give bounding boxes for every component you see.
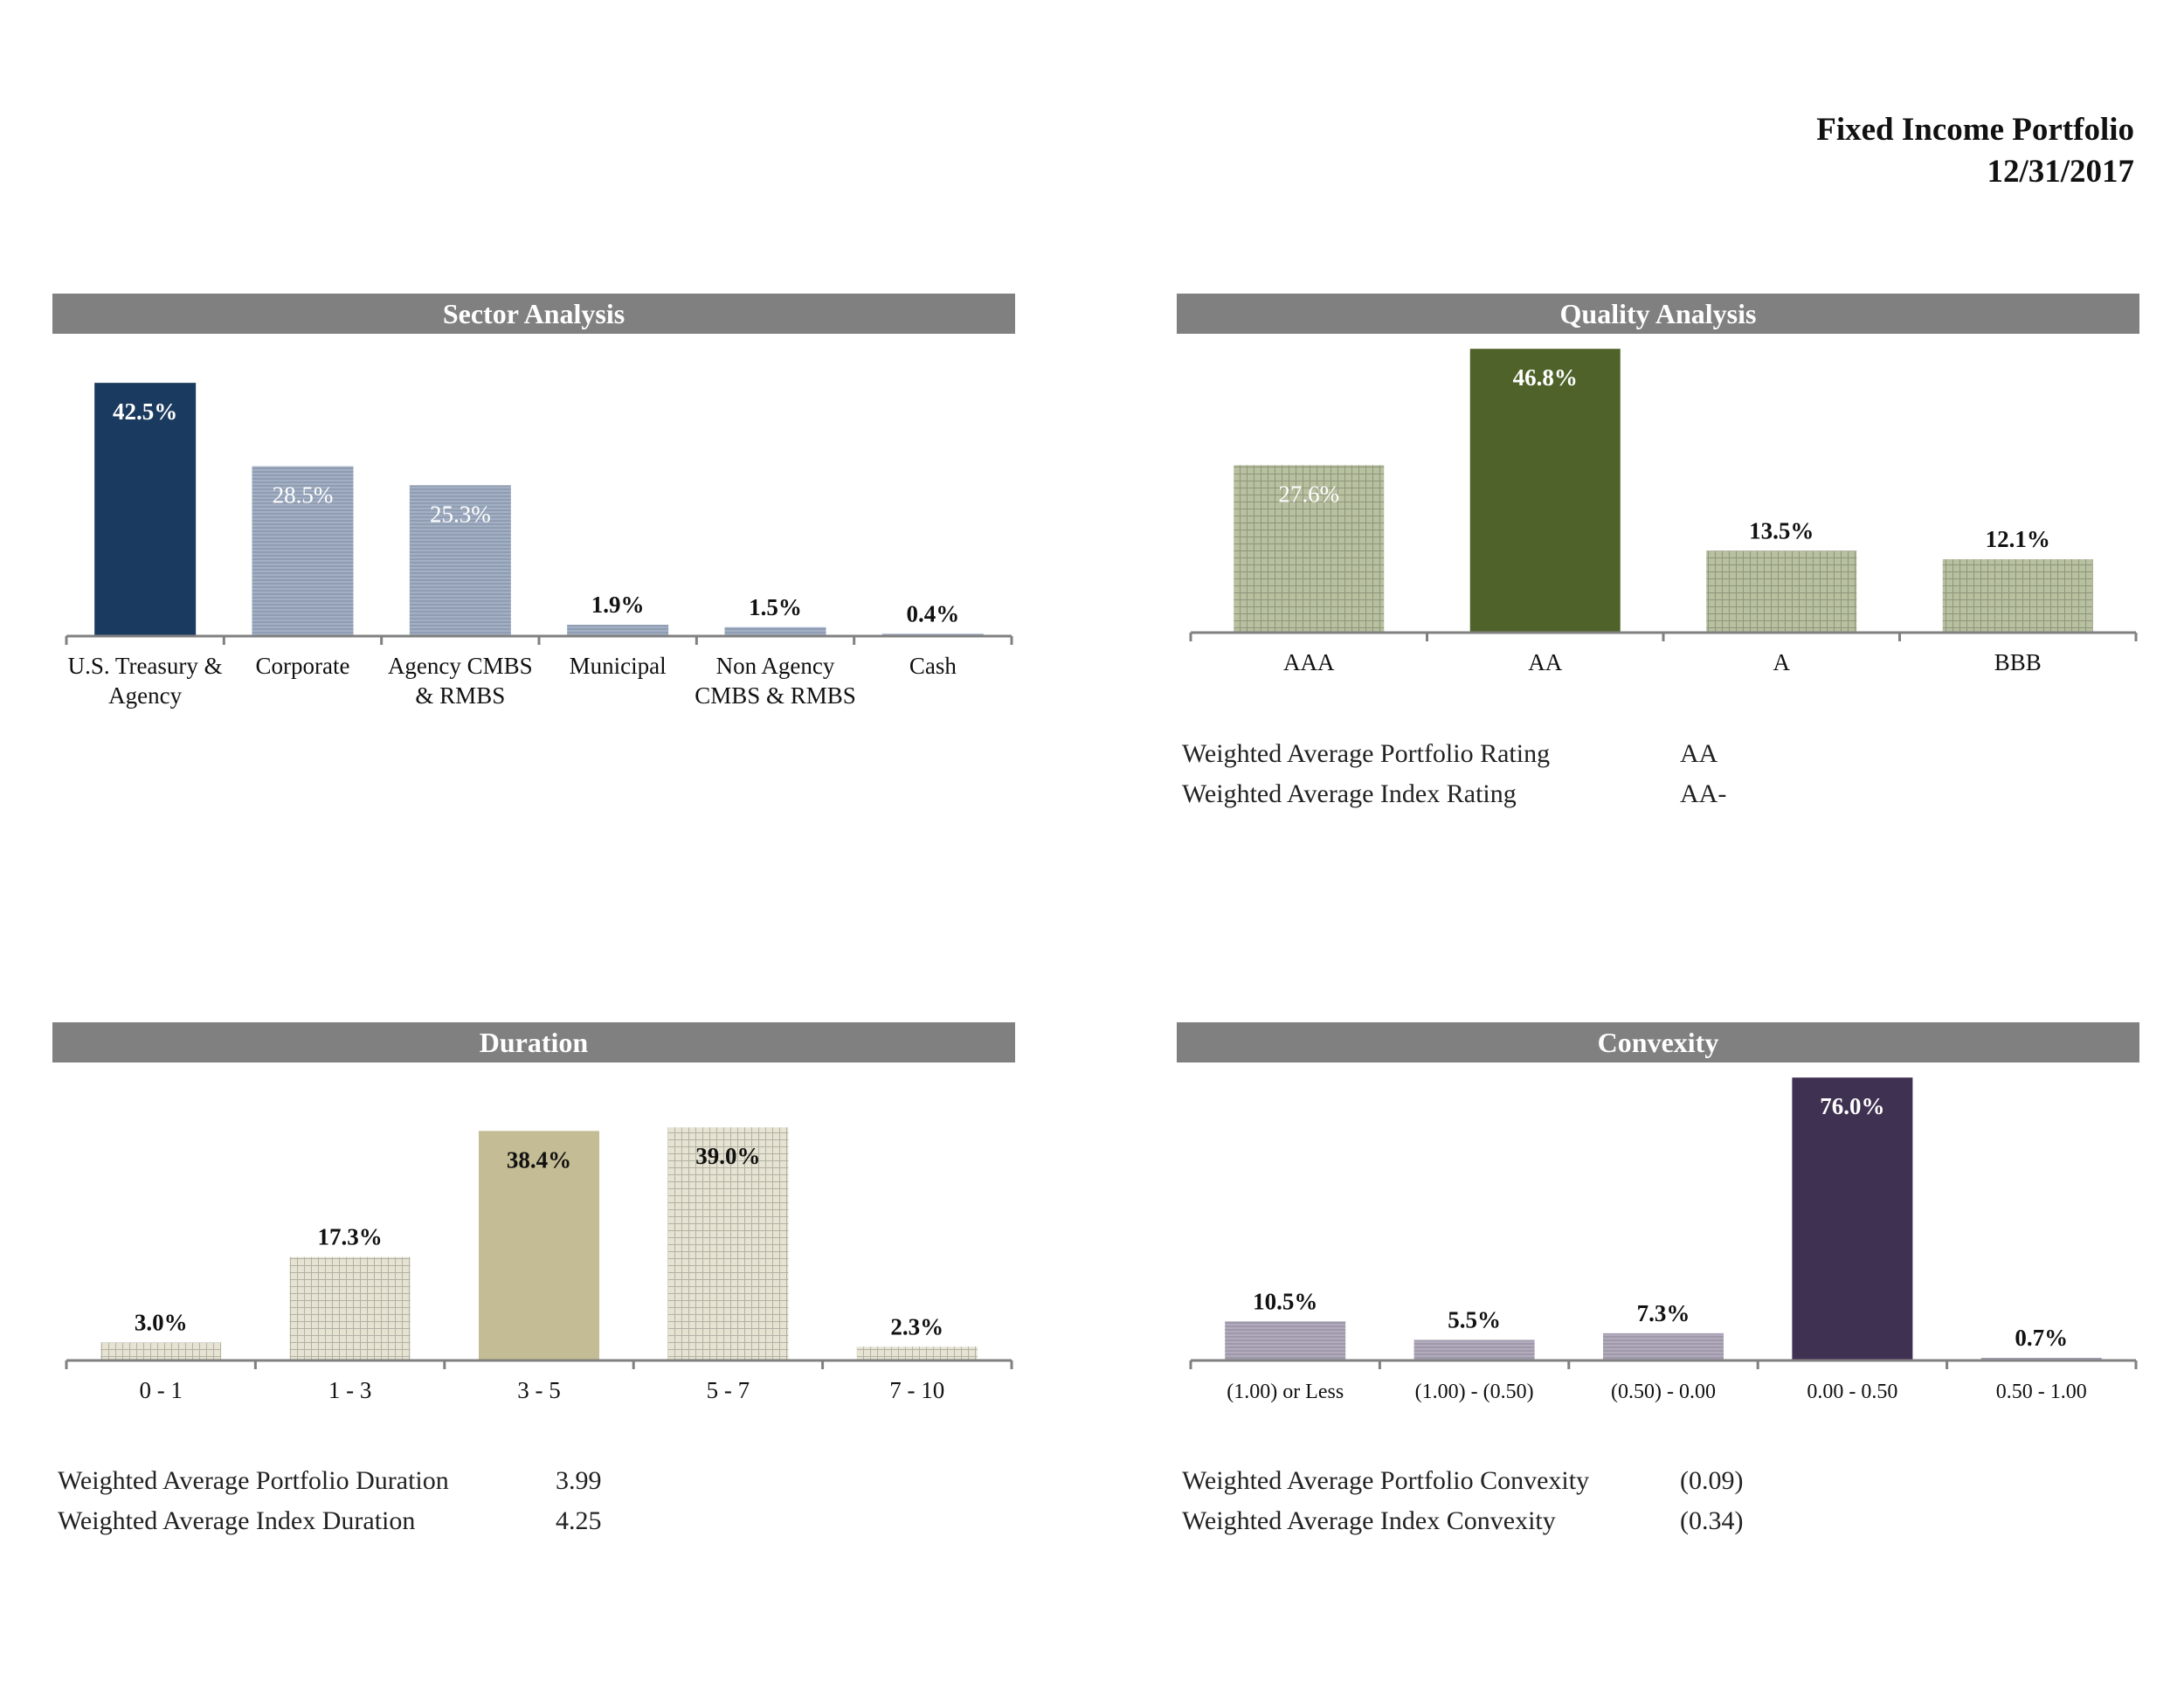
index-convexity-value: (0.34) — [1680, 1506, 1744, 1535]
portfolio-convexity-value: (0.09) — [1680, 1466, 1744, 1495]
duration-bar-4 — [856, 1346, 978, 1360]
sector-data-label-4: 1.5% — [749, 594, 802, 620]
quality-data-label-0: 27.6% — [1278, 481, 1339, 507]
sector-category-label-0-line-0: U.S. Treasury & — [68, 653, 223, 679]
convexity-category-label-0: (1.00) or Less — [1227, 1381, 1344, 1403]
portfolio-duration-value: 3.99 — [556, 1466, 602, 1495]
quality-bar-0 — [1234, 465, 1385, 633]
quality-category-label-2: A — [1773, 649, 1791, 675]
sector-data-label-3: 1.9% — [591, 592, 645, 618]
quality-data-label-2: 13.5% — [1749, 517, 1814, 543]
portfolio-duration-label: Weighted Average Portfolio Duration — [58, 1466, 449, 1495]
convexity-category-label-1: (1.00) - (0.50) — [1415, 1381, 1534, 1403]
index-convexity-label: Weighted Average Index Convexity — [1182, 1506, 1556, 1535]
sector-data-label-1: 28.5% — [273, 482, 334, 509]
sector-category-label-3: Municipal — [570, 653, 667, 679]
sector-category-label-4-line-0: Non Agency — [716, 653, 835, 679]
sector-bar-0 — [94, 383, 197, 636]
index-duration-label: Weighted Average Index Duration — [58, 1506, 416, 1535]
duration-panel: Duration 3.0% 0 - 1 17.3% 1 - 3 38.4% 3 - 5 39… — [52, 1022, 1015, 1535]
sector-category-label-0-line-1: Agency — [108, 682, 182, 709]
convexity-data-label-3: 76.0% — [1820, 1093, 1884, 1119]
duration-category-label-1: 1 - 3 — [328, 1377, 372, 1403]
index-duration-value: 4.25 — [556, 1506, 602, 1535]
portfolio-convexity-label: Weighted Average Portfolio Convexity — [1182, 1466, 1590, 1495]
duration-category-label-2: 3 - 5 — [517, 1377, 561, 1403]
sector-data-label-0: 42.5% — [113, 398, 177, 425]
portfolio-rating-label: Weighted Average Portfolio Rating — [1182, 739, 1551, 768]
duration-data-label-1: 17.3% — [317, 1224, 382, 1250]
convexity-data-label-1: 5.5% — [1448, 1307, 1501, 1333]
quality-bar-1 — [1469, 349, 1621, 633]
quality-analysis-header: Quality Analysis — [1177, 294, 2139, 334]
sector-analysis-panel: Sector Analysis 42.5% U.S. Treasury & Agen… — [52, 294, 1015, 709]
quality-analysis-chart: 27.6% AAA 46.8% AA 13.5% A 12.1% BBB — [1189, 349, 2138, 675]
duration-data-label-0: 3.0% — [135, 1309, 188, 1335]
sector-bar-4 — [724, 626, 826, 636]
duration-data-label-2: 38.4% — [507, 1146, 571, 1173]
duration-category-label-0: 0 - 1 — [139, 1377, 183, 1403]
convexity-data-label-0: 10.5% — [1253, 1288, 1317, 1314]
convexity-bar-3 — [1792, 1077, 1913, 1360]
quality-data-label-1: 46.8% — [1513, 364, 1578, 391]
convexity-category-label-2: (0.50) - 0.00 — [1611, 1381, 1716, 1403]
duration-bar-1 — [289, 1256, 411, 1360]
duration-category-label-3: 5 - 7 — [707, 1377, 750, 1403]
convexity-chart: 10.5% (1.00) or Less 5.5% (1.00) - (0.50) 7.… — [1189, 1077, 2138, 1403]
quality-bar-2 — [1706, 550, 1857, 633]
index-rating-value: AA- — [1680, 779, 1727, 808]
convexity-category-label-4: 0.50 - 1.00 — [1996, 1381, 2087, 1403]
sector-bar-1 — [252, 466, 354, 636]
portfolio-rating-value: AA — [1680, 739, 1718, 768]
convexity-bar-1 — [1413, 1339, 1535, 1360]
convexity-bar-2 — [1603, 1332, 1724, 1360]
sector-analysis-header: Sector Analysis — [52, 294, 1015, 334]
duration-data-label-4: 2.3% — [890, 1313, 943, 1339]
convexity-data-label-4: 0.7% — [2015, 1325, 2068, 1351]
quality-bar-3 — [1942, 559, 2093, 633]
quality-category-label-3: BBB — [1994, 649, 2042, 675]
quality-analysis-panel: Quality Analysis 27.6% AAA 46.8% AA 13.5% A 12… — [1177, 294, 2139, 808]
duration-bar-2 — [479, 1131, 599, 1360]
report-date: 12/31/2017 — [1987, 154, 2134, 190]
quality-category-label-1: AA — [1528, 649, 1562, 675]
convexity-bar-0 — [1225, 1321, 1346, 1360]
convexity-data-label-2: 7.3% — [1637, 1300, 1690, 1326]
report-title: Fixed Income Portfolio 12/31/2017 — [1816, 109, 2134, 193]
convexity-panel: Convexity 10.5% (1.00) or Less 5.5% (1.00) … — [1177, 1022, 2139, 1535]
quality-data-label-3: 12.1% — [1986, 526, 2050, 552]
sector-data-label-5: 0.4% — [906, 600, 959, 626]
report-name: Fixed Income Portfolio — [1816, 112, 2134, 148]
convexity-header: Convexity — [1177, 1022, 2139, 1062]
index-rating-label: Weighted Average Index Rating — [1182, 779, 1517, 808]
duration-data-label-3: 39.0% — [695, 1143, 760, 1169]
convexity-category-label-3: 0.00 - 0.50 — [1807, 1381, 1897, 1403]
sector-analysis-chart: 42.5% U.S. Treasury & Agency 28.5% Corporate… — [65, 383, 1013, 709]
duration-bar-3 — [667, 1127, 789, 1360]
duration-category-label-4: 7 - 10 — [889, 1377, 944, 1403]
sector-bar-2 — [409, 485, 511, 636]
quality-category-label-0: AAA — [1283, 649, 1335, 675]
duration-chart: 3.0% 0 - 1 17.3% 1 - 3 38.4% 3 - 5 39.0% 5 - 7 2… — [65, 1127, 1013, 1403]
sector-category-label-4-line-1: CMBS & RMBS — [695, 682, 856, 709]
sector-category-label-5: Cash — [909, 653, 957, 679]
sector-category-label-1: Corporate — [256, 653, 350, 679]
sector-bar-3 — [567, 625, 669, 636]
sector-data-label-2: 25.3% — [430, 501, 491, 527]
sector-category-label-2-line-0: Agency CMBS — [388, 653, 533, 679]
duration-header: Duration — [52, 1022, 1015, 1062]
sector-category-label-2-line-1: & RMBS — [415, 682, 505, 709]
duration-bar-0 — [100, 1342, 222, 1360]
